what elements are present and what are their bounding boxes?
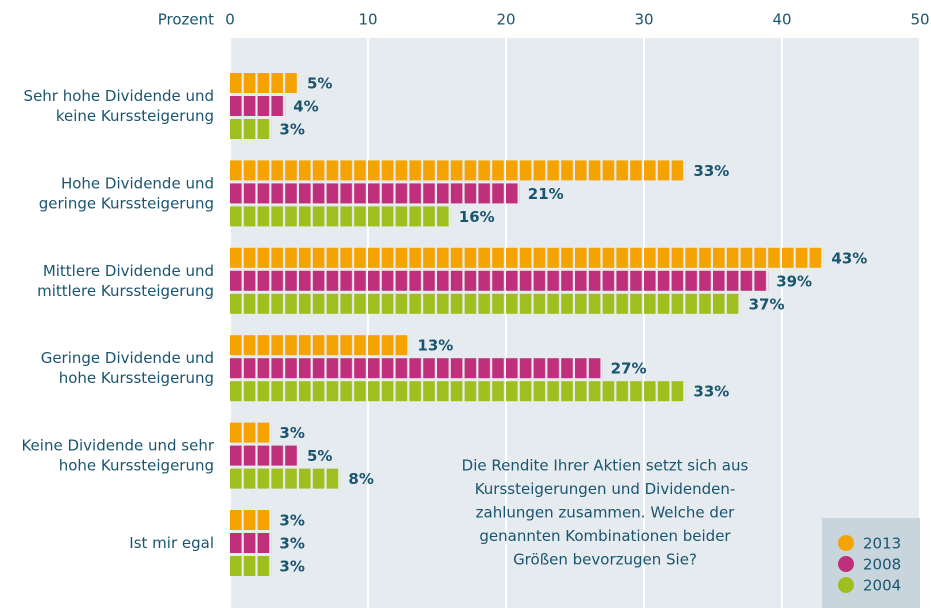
axis-label: Prozent bbox=[158, 11, 214, 29]
value-label: 3% bbox=[279, 558, 304, 576]
x-tick-label: 0 bbox=[225, 11, 235, 29]
value-label: 4% bbox=[293, 98, 318, 116]
bar bbox=[230, 335, 410, 356]
bar bbox=[230, 381, 686, 402]
bar bbox=[230, 160, 686, 181]
category-label: Mittlere Dividende und mittlere Kurssteig… bbox=[37, 261, 214, 299]
legend-label: 2013 bbox=[863, 535, 901, 553]
annotation: zahlungen zusammen. Welche der bbox=[476, 504, 736, 522]
bar bbox=[230, 445, 299, 466]
annotation: Die Rendite Ihrer Aktien setzt sich aus bbox=[462, 457, 749, 475]
value-label: 3% bbox=[279, 512, 304, 530]
value-label: 13% bbox=[417, 337, 453, 355]
x-tick-label: 40 bbox=[772, 11, 791, 29]
bar bbox=[230, 96, 286, 116]
value-label: 33% bbox=[693, 383, 729, 401]
bar bbox=[230, 468, 341, 489]
value-label: 21% bbox=[528, 185, 564, 203]
legend-marker bbox=[838, 556, 854, 572]
bar bbox=[230, 556, 272, 576]
bar bbox=[230, 247, 824, 268]
bar bbox=[230, 73, 299, 93]
annotation: Größen bevorzugen Sie? bbox=[513, 551, 697, 569]
value-label: 37% bbox=[749, 295, 785, 313]
plot-background bbox=[230, 38, 920, 608]
value-label: 8% bbox=[348, 470, 373, 488]
bar bbox=[230, 270, 769, 291]
bar bbox=[230, 183, 520, 204]
bar bbox=[230, 119, 272, 139]
legend-label: 2008 bbox=[863, 556, 901, 574]
legend-marker bbox=[838, 535, 854, 551]
value-label: 3% bbox=[279, 535, 304, 553]
annotation: Kurssteigerungen und Dividenden- bbox=[475, 480, 736, 498]
category-label: Keine Dividende und sehr hohe Kurssteiger… bbox=[21, 436, 214, 474]
category-label: Geringe Dividende und hohe Kurssteigerung bbox=[41, 349, 214, 387]
bar bbox=[230, 206, 451, 227]
value-label: 5% bbox=[307, 75, 332, 93]
x-tick-label: 20 bbox=[496, 11, 515, 29]
value-label: 3% bbox=[279, 121, 304, 139]
x-tick-label: 50 bbox=[910, 11, 929, 29]
x-tick-label: 10 bbox=[358, 11, 377, 29]
x-tick-label: 30 bbox=[634, 11, 653, 29]
bar bbox=[230, 533, 272, 553]
bar bbox=[230, 510, 272, 530]
value-label: 39% bbox=[776, 272, 812, 290]
value-label: 16% bbox=[459, 208, 495, 226]
value-label: 43% bbox=[831, 249, 867, 267]
legend-label: 2004 bbox=[863, 577, 901, 595]
value-label: 27% bbox=[611, 360, 647, 378]
bar bbox=[230, 358, 603, 379]
category-label: Ist mir egal bbox=[129, 534, 214, 552]
annotation: genannten Kombinationen beider bbox=[479, 527, 731, 545]
value-label: 3% bbox=[279, 424, 304, 442]
bar bbox=[230, 293, 741, 314]
value-label: 5% bbox=[307, 447, 332, 465]
bar bbox=[230, 422, 272, 443]
category-label: Sehr hohe Dividende und keine Kurssteiger… bbox=[24, 87, 214, 125]
value-label: 33% bbox=[693, 162, 729, 180]
legend-marker bbox=[838, 577, 854, 593]
category-label: Hohe Dividende und geringe Kurssteigerung bbox=[39, 174, 214, 212]
